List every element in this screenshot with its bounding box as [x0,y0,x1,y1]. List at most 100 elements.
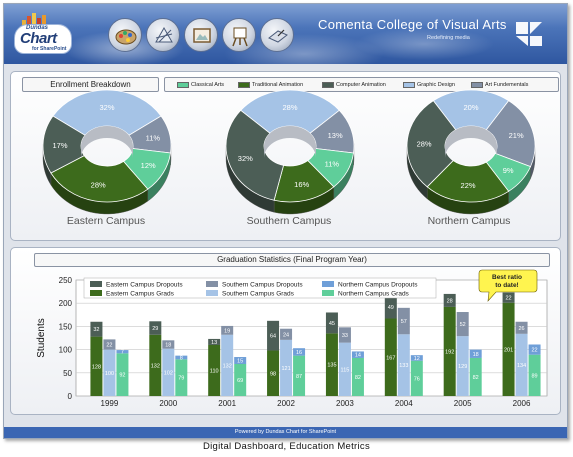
easel-icon[interactable] [222,18,256,52]
bar-eastern-grads[interactable] [208,344,221,396]
bar-northern-dropouts[interactable] [293,348,306,356]
legend-label: Eastern Campus Grads [106,291,175,298]
legend-item-computer-animation: Computer Animation [322,81,386,89]
bar-eastern-grads[interactable] [90,336,103,396]
bar-eastern-dropouts[interactable] [384,295,397,319]
logo-badge [14,24,72,54]
bar-eastern-dropouts[interactable] [149,321,162,335]
bar-value-label: 64 [270,334,276,340]
footer-bar: Powered by Dundas Chart for SharePoint [4,427,567,438]
bar-northern-dropouts[interactable] [528,344,541,355]
pie-percent-label: 9% [503,166,514,175]
bar-value-label: 110 [210,368,219,374]
legend-item-classical-arts: Classical Arts [177,81,224,89]
bar-southern-grads[interactable] [280,339,293,396]
canvas-icon[interactable] [184,18,218,52]
bar-northern-grads[interactable] [410,360,423,396]
bar-eastern-dropouts[interactable] [267,320,280,351]
bar-value-label: 76 [414,376,420,382]
bar-southern-grads[interactable] [221,334,234,396]
bar-value-label: 22 [506,296,512,302]
bar-eastern-grads[interactable] [384,318,397,396]
legend-label: Traditional Animation [252,82,304,88]
bar-eastern-dropouts[interactable] [443,293,456,307]
bar-southern-grads[interactable] [397,334,410,396]
bar-value-label: 82 [473,375,479,381]
bar-southern-dropouts[interactable] [456,312,469,337]
bar-value-label: 29 [152,326,158,332]
pie-percent-label: 22% [461,181,476,190]
figure-caption: Digital Dashboard, Education Metrics [202,441,371,452]
palette-icon[interactable] [108,18,142,52]
drafting-icon[interactable] [146,18,180,52]
bar-northern-dropouts[interactable] [469,349,482,358]
x-tick-label: 2001 [218,399,236,408]
header-banner: Dundas Chart for SharePoint Comenta Coll… [4,4,567,64]
bar-eastern-dropouts[interactable] [208,338,221,345]
bar-southern-grads[interactable] [515,333,528,396]
bar-value-label: 98 [270,371,276,377]
bar-southern-grads[interactable] [162,348,175,396]
dashboard-frame: Dundas Chart for SharePoint Comenta Coll… [3,3,568,439]
legend-item-graphic-design: Graphic Design [403,81,455,89]
bar-eastern-dropouts[interactable] [502,292,515,303]
bar-value-label: 79 [178,376,184,382]
bar-southern-dropouts[interactable] [515,321,528,334]
legend-label: Graphic Design [417,82,455,88]
pie-percent-label: 16% [294,180,309,189]
bar-southern-dropouts[interactable] [221,325,234,335]
bar-eastern-grads[interactable] [325,333,338,396]
bar-value-label: 8 [180,355,183,361]
bar-northern-dropouts[interactable] [410,355,423,361]
bar-southern-dropouts[interactable] [162,340,175,349]
pie-percent-label: 11% [146,133,161,142]
bar-value-label: 132 [223,363,232,369]
bar-northern-grads[interactable] [528,354,541,396]
bar-southern-grads[interactable] [338,342,351,396]
legend-swatch [177,81,189,88]
pie-hole-wall [264,126,316,158]
bar-eastern-grads[interactable] [443,306,456,396]
bar-southern-dropouts[interactable] [397,307,410,335]
bar-northern-grads[interactable] [116,353,129,396]
bar-eastern-dropouts[interactable] [325,312,338,334]
x-tick-label: 2000 [159,399,177,408]
bar-value-label: 121 [281,366,290,372]
tablet-icon[interactable] [260,18,294,52]
bar-northern-grads[interactable] [293,355,306,396]
dundas-chart-logo[interactable]: Dundas Chart for SharePoint [12,10,74,56]
pie-percent-label: 12% [141,161,156,170]
legend-label: Southern Campus Dropouts [222,282,303,289]
bar-value-label: 69 [237,378,243,384]
bar-northern-grads[interactable] [175,359,188,396]
legend-swatch [206,290,218,296]
bar-southern-grads[interactable] [103,349,116,396]
bar-northern-dropouts[interactable] [175,355,188,360]
legend-label: Classical Arts [191,82,225,88]
bar-northern-grads[interactable] [351,357,364,396]
bar-northern-grads[interactable] [469,357,482,396]
bar-northern-dropouts[interactable] [116,350,129,354]
bar-value-label: 13 [211,340,217,346]
bar-value-label: 28 [447,298,453,304]
pie-slice-computer-animation[interactable] [225,109,285,201]
bar-northern-grads[interactable] [234,363,247,396]
bar-northern-dropouts[interactable] [234,357,247,364]
bar-value-label: 18 [473,352,479,358]
bar-southern-grads[interactable] [456,336,469,396]
bar-value-label: 134 [517,363,526,369]
pie-slice-traditional-animation[interactable] [50,155,149,203]
callout-bubble [478,269,538,302]
bar-eastern-grads[interactable] [267,350,280,396]
bar-value-label: 57 [401,319,407,325]
pie-slice-traditional-animation[interactable] [426,160,510,203]
bar-southern-dropouts[interactable] [103,339,116,350]
bar-southern-dropouts[interactable] [338,327,351,343]
bar-eastern-grads[interactable] [502,302,515,396]
bar-eastern-dropouts[interactable] [90,321,103,337]
bar-eastern-grads[interactable] [149,334,162,396]
bar-northern-dropouts[interactable] [351,351,364,358]
bar-southern-dropouts[interactable] [280,328,293,340]
x-tick-label: 2002 [277,399,295,408]
eastern-campus-label: Eastern Campus [66,215,146,227]
